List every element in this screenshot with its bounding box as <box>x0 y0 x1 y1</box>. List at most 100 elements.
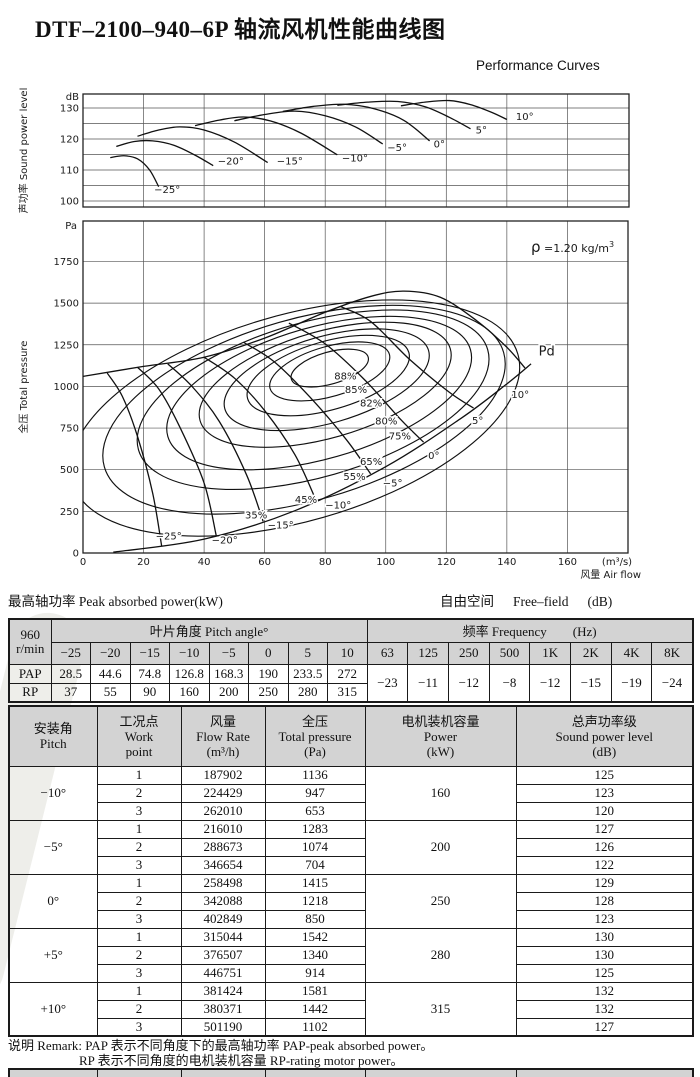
table-row: 960 r/min 叶片角度 Pitch angle° 频率 Frequency (H… <box>8 618 694 665</box>
peak-power-caption: 最高轴功率 Peak absorbed power(kW) <box>8 594 223 609</box>
pap-value: 28.5 <box>50 663 91 684</box>
flow-cell: 342088 <box>180 891 266 911</box>
pressure-cell: 1340 <box>264 945 366 965</box>
pressure-cell: 653 <box>264 801 366 821</box>
performance-data-table: 安装角 Pitch 工况点 Work point 风量 Flow Rate (m³/h) 全压 T… <box>8 705 694 1037</box>
header-line: 风量 <box>209 713 236 729</box>
spl-cell: 132 <box>515 999 694 1019</box>
curve-−10° <box>194 116 338 156</box>
spl-cell: 130 <box>515 945 694 965</box>
work-point-cell: 1 <box>96 981 182 1001</box>
curve-10° <box>83 290 526 378</box>
svg-text:−25°: −25° <box>154 185 180 196</box>
curve-0° <box>288 322 425 443</box>
table-row: PAP 28.5 44.6 74.8 126.8 168.3 190 233.5 272 −23−… <box>8 663 694 703</box>
pitch-cell: 0° <box>8 873 98 929</box>
header-line: (Pa) <box>304 743 326 759</box>
pd-curve <box>113 363 532 553</box>
frequency-cell: 8K <box>651 641 694 665</box>
pap-value: 168.3 <box>208 663 249 684</box>
pitch-cell: +10° <box>8 981 98 1037</box>
svg-text:80: 80 <box>319 557 332 568</box>
svg-text:1500: 1500 <box>54 299 79 310</box>
pap-label: PAP <box>8 663 52 684</box>
pressure-cell: 1136 <box>264 765 366 785</box>
power-cell: 250 <box>364 873 517 929</box>
table-row: 3 402849 850 123 <box>9 909 694 929</box>
table-row: 0° 1 258498 1415 250 129 <box>8 873 694 929</box>
rpm-line1: 960 <box>20 626 41 642</box>
efficiency-contours <box>83 299 521 537</box>
pressure-cell: 1218 <box>264 891 366 911</box>
flow-cell: 376507 <box>180 945 266 965</box>
flow-cell: 380371 <box>180 999 266 1019</box>
svg-text:82%: 82% <box>360 398 382 409</box>
curve-−25° <box>110 155 160 188</box>
remark-line2: RP 表示不同角度的电机装机容量 RP-rating motor power。 <box>79 1052 404 1068</box>
flow-cell: 288673 <box>180 837 266 857</box>
svg-text:75%: 75% <box>389 431 411 442</box>
flow-cell: 446751 <box>180 963 266 983</box>
spl-cell: 125 <box>515 963 694 983</box>
work-point-cell: 2 <box>96 891 182 911</box>
power-cell: 315 <box>364 981 517 1037</box>
spl-cell: 130 <box>515 927 694 947</box>
pitch-angle-cell: −10 <box>169 641 210 665</box>
frequency-cell: 4K <box>610 641 653 665</box>
contour-35% <box>83 299 521 537</box>
sound-power-curves <box>110 99 508 188</box>
svg-text:风量 Air flow: 风量 Air flow <box>580 569 641 581</box>
table-row: 2 224429 947 123 <box>9 783 694 803</box>
pap-value: 74.8 <box>129 663 170 684</box>
work-point-cell: 2 <box>96 783 182 803</box>
frequency-header: 频率 Frequency (Hz) <box>366 618 694 643</box>
pressure-cell: 947 <box>264 783 366 803</box>
curve-−20° <box>137 366 217 536</box>
flow-cell: 258498 <box>180 873 266 893</box>
svg-text:声功率 Sound power level: 声功率 Sound power level <box>17 88 30 214</box>
flow-cell: 402849 <box>180 909 266 929</box>
svg-text:160: 160 <box>558 557 577 568</box>
flow-cell: 501190 <box>180 1017 266 1037</box>
flow-cell: 315044 <box>180 927 266 947</box>
svg-text:−5°: −5° <box>383 478 403 489</box>
svg-text:−10°: −10° <box>342 153 368 164</box>
svg-text:−20°: −20° <box>218 156 244 167</box>
work-point-cell: 2 <box>96 999 182 1019</box>
table-row: +5° 1 315044 1542 280 130 <box>8 927 694 983</box>
frequency-cell: 250 <box>447 641 490 665</box>
pressure-cell: 1415 <box>264 873 366 893</box>
performance-charts: dB100110120130Pa025050075010001250150017… <box>17 88 641 581</box>
power-cell: 200 <box>364 819 517 875</box>
spl-cell: 123 <box>515 909 694 929</box>
flow-cell: 262010 <box>180 801 266 821</box>
svg-text:10°: 10° <box>516 112 534 123</box>
table-row: 3 262010 653 120 <box>9 801 694 821</box>
rp-value: 250 <box>248 682 289 703</box>
svg-text:85%: 85% <box>345 385 367 396</box>
frequency-cell: 125 <box>407 641 449 665</box>
svg-text:20: 20 <box>137 557 150 568</box>
freq-response-value: −15 <box>570 663 612 703</box>
spl-cell: 127 <box>515 819 694 839</box>
svg-text:100: 100 <box>376 557 395 568</box>
pitch-angle-cell: −15 <box>129 641 170 665</box>
header-line: (m³/h) <box>206 743 240 759</box>
free-field-caption: 自由空间 Free–field (dB) <box>440 590 631 610</box>
freq-response-value: −12 <box>529 663 572 703</box>
header-line: Sound power level <box>555 728 653 744</box>
svg-text:−25°: −25° <box>156 532 182 543</box>
curve-−5° <box>234 110 384 145</box>
freq-response-value: −12 <box>447 663 490 703</box>
remark-line1: 说明 Remark: PAP 表示不同角度下的最高轴功率 PAP-peak ab… <box>8 1038 434 1053</box>
svg-text:−15°: −15° <box>268 520 294 531</box>
rp-value: 200 <box>208 682 249 703</box>
spl-cell: 125 <box>515 765 694 785</box>
